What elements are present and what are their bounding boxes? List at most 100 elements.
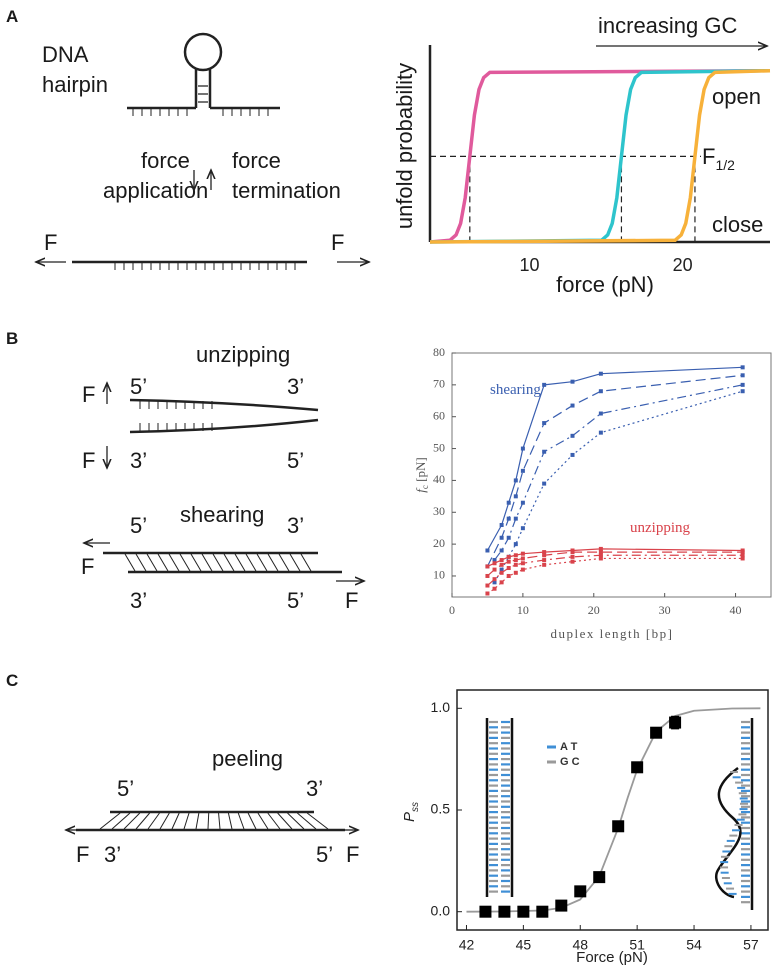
y-axis-label: fc [pN] xyxy=(413,457,430,492)
panel-label: C xyxy=(6,671,18,690)
panel-label: B xyxy=(6,329,18,348)
base-pair xyxy=(278,553,290,572)
data-point xyxy=(598,553,603,558)
x-tick-label: 54 xyxy=(686,937,702,953)
data-point xyxy=(542,562,547,567)
diagram-text: 3’ xyxy=(104,842,121,867)
diagram-text: 3’ xyxy=(287,513,304,538)
data-point xyxy=(570,403,575,408)
series-line xyxy=(487,554,743,586)
data-point xyxy=(631,761,644,774)
base-pair xyxy=(306,812,329,830)
data-point xyxy=(669,716,682,729)
base-pair xyxy=(289,553,301,572)
data-point xyxy=(570,379,575,384)
base-pair xyxy=(124,553,136,572)
y-tick-label: 60 xyxy=(433,408,445,422)
data-point xyxy=(598,411,603,416)
y-axis-label: unfold probability xyxy=(392,63,417,229)
diagram-text: force xyxy=(232,148,281,173)
data-point xyxy=(498,905,511,918)
base-pair xyxy=(147,812,160,830)
diagram-text: F xyxy=(76,842,89,867)
diagram-text: application xyxy=(103,178,208,203)
data-point xyxy=(650,726,663,739)
base-pair xyxy=(256,553,268,572)
diagram-text: F xyxy=(44,230,57,255)
data-point xyxy=(479,905,492,918)
data-point xyxy=(520,551,525,556)
base-pair xyxy=(212,553,224,572)
diagram-text: unzipping xyxy=(196,342,290,367)
data-point xyxy=(492,577,497,582)
data-point xyxy=(485,548,490,553)
data-point xyxy=(485,583,490,588)
annotation: shearing xyxy=(490,382,541,398)
data-point xyxy=(499,580,504,585)
base-pair xyxy=(247,812,257,830)
data-point xyxy=(570,550,575,555)
data-point xyxy=(499,570,504,575)
diagram-text: 5’ xyxy=(287,588,304,613)
panel-label: A xyxy=(6,7,18,26)
diagram-text: 3’ xyxy=(130,588,147,613)
y-tick-label: 0.5 xyxy=(431,801,451,817)
annotation: close xyxy=(712,212,763,237)
series-line xyxy=(429,68,771,244)
data-point xyxy=(513,553,518,558)
data-point xyxy=(570,452,575,457)
series-line xyxy=(429,68,771,244)
data-point xyxy=(520,500,525,505)
data-point xyxy=(513,562,518,567)
base-pair xyxy=(135,553,147,572)
base-pair xyxy=(171,812,180,830)
data-point xyxy=(520,561,525,566)
data-point xyxy=(513,570,518,575)
data-point xyxy=(740,550,745,555)
base-pair xyxy=(207,812,210,830)
base-pair xyxy=(234,553,246,572)
series-line xyxy=(487,548,743,567)
data-point xyxy=(598,371,603,376)
base-pair xyxy=(223,553,235,572)
diagram-text: F xyxy=(81,554,94,579)
data-point xyxy=(506,554,511,559)
x-axis-label: force (pN) xyxy=(556,272,654,297)
data-point xyxy=(513,516,518,521)
annotation: F1/2 xyxy=(702,144,735,173)
diagram-text: hairpin xyxy=(42,72,108,97)
y-tick-label: 20 xyxy=(433,536,445,550)
y-tick-label: 0.0 xyxy=(431,902,451,918)
data-point xyxy=(513,542,518,547)
base-pair xyxy=(227,812,233,830)
data-point xyxy=(492,558,497,563)
y-label-unit: [pN] xyxy=(413,457,428,485)
data-point xyxy=(542,481,547,486)
base-ticks xyxy=(132,108,269,116)
data-point xyxy=(593,871,606,884)
base-pair xyxy=(111,812,131,830)
plot-frame xyxy=(456,689,769,931)
base-pair xyxy=(237,812,245,830)
base-pair xyxy=(245,553,257,572)
data-point xyxy=(520,567,525,572)
diagram-text: 5’ xyxy=(130,513,147,538)
y-tick-label: 1.0 xyxy=(431,699,451,715)
data-point xyxy=(740,389,745,394)
x-tick-label: 42 xyxy=(459,937,475,953)
x-tick-label: 10 xyxy=(520,255,540,275)
diagram-text: F xyxy=(82,448,95,473)
base-pair xyxy=(287,812,305,830)
y-tick-label: 50 xyxy=(433,440,445,454)
y-tick-label: 70 xyxy=(433,377,445,391)
data-point xyxy=(499,562,504,567)
data-point xyxy=(492,586,497,591)
plot-frame xyxy=(451,352,772,598)
y-tick-label: 30 xyxy=(433,504,445,518)
annotation: open xyxy=(712,84,761,109)
data-point xyxy=(598,430,603,435)
y-axis-label: Pss xyxy=(401,802,421,822)
diagram-text: DNA xyxy=(42,42,89,67)
diagram-text: 5’ xyxy=(117,776,134,801)
